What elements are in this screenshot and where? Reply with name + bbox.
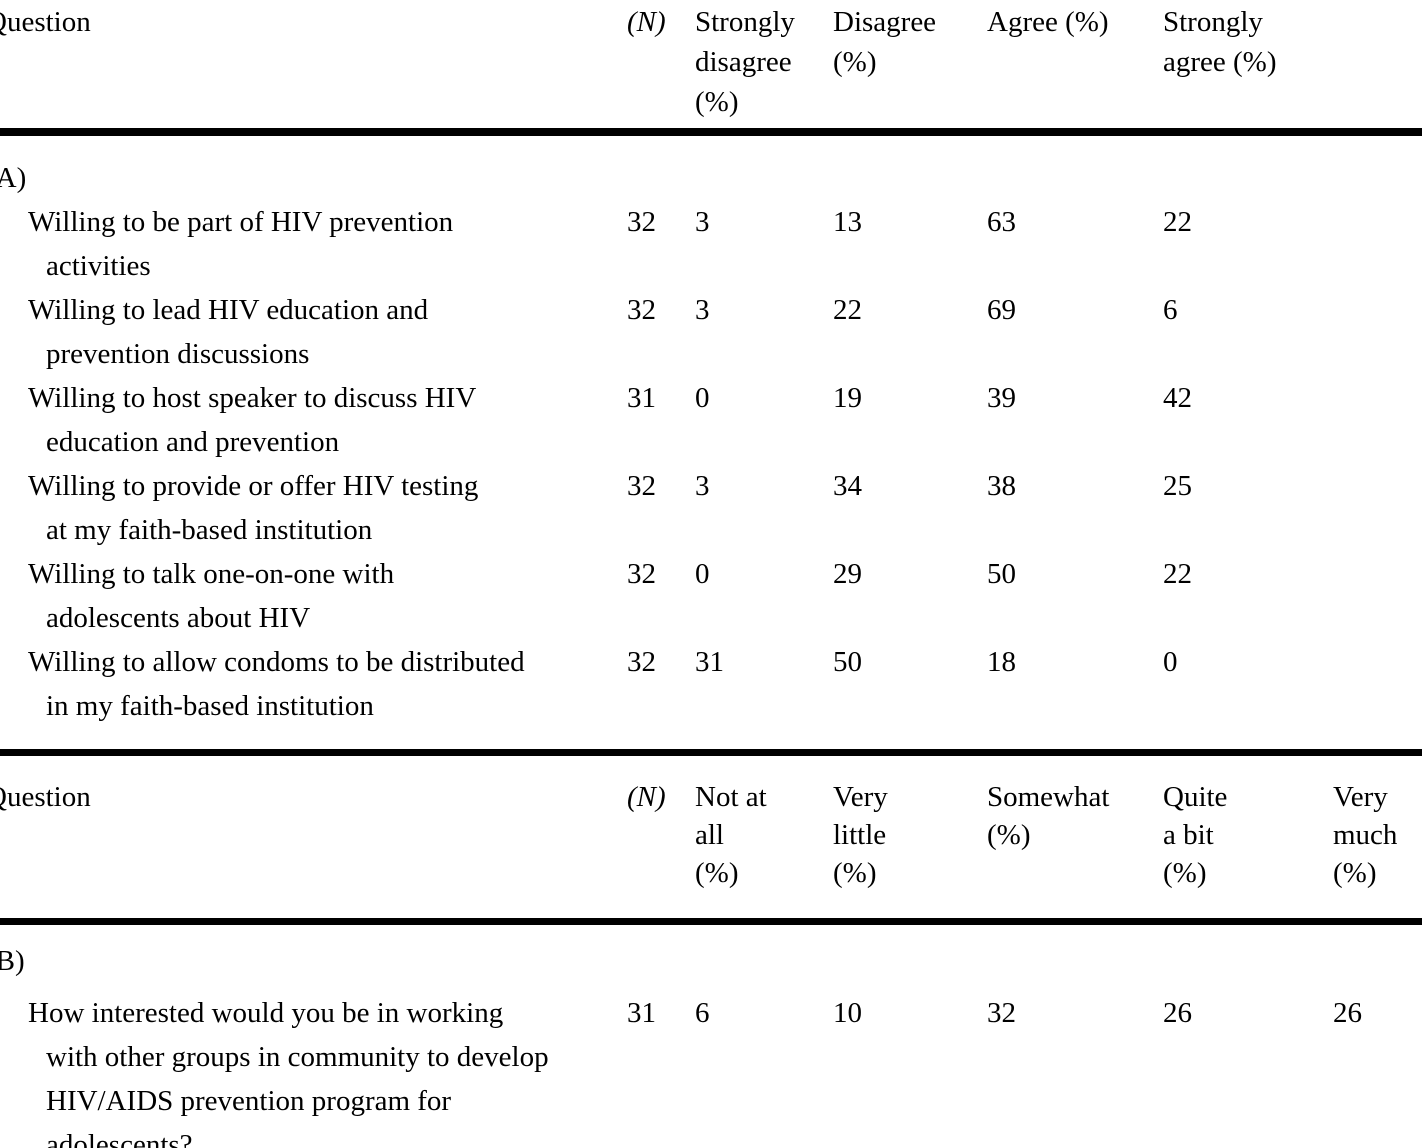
value-cell-empty [1333,200,1422,288]
value-cell: 69 [987,294,1016,326]
value-cell-empty [1333,376,1422,464]
table-b-header-quite-a-bit: Quite a bit (%) [1163,752,1333,925]
question-cell: Willing to provide or offer HIV testing … [28,470,479,546]
table-row: Willing to provide or offer HIV testing … [0,464,1422,552]
table-row: Willing to allow condoms to be distribut… [0,640,1422,728]
n-value: 31 [627,382,656,414]
value-cell: 6 [1163,294,1178,326]
table-a-header-agree: Agree (%) [987,0,1163,136]
value-cell: 6 [695,997,710,1029]
table-b-header-row: Question (N) Not at all (%) Very little … [0,752,1422,925]
question-cell: Willing to be part of HIV prevention act… [28,206,454,282]
table-b-header-very-little: Very little (%) [833,752,987,925]
table-row: Willing to be part of HIV prevention act… [0,200,1422,288]
value-cell: 26 [1333,997,1362,1029]
n-value: 32 [627,470,656,502]
section-a-label: (A) [0,162,27,194]
table-section-b: Question (N) Not at all (%) Very little … [0,749,1422,1148]
table-a-header-row: Question (N) Strongly disagree (%) Disag… [0,0,1422,136]
table-row: Willing to talk one-on-one with adolesce… [0,552,1422,640]
value-cell: 13 [833,206,862,238]
table-b-header-somewhat: Somewhat (%) [987,752,1163,925]
value-cell: 10 [833,997,862,1029]
section-b-label-row: (B) [0,922,1422,984]
question-cell: Willing to host speaker to discuss HIV e… [28,382,477,458]
table-row: Willing to host speaker to discuss HIV e… [0,376,1422,464]
n-value: 32 [627,294,656,326]
table-a-header-spacer [1333,0,1422,136]
value-cell: 0 [1163,646,1178,678]
value-cell: 32 [987,997,1016,1029]
table-b-header-question: Question [0,752,627,925]
value-cell: 22 [833,294,862,326]
table-b-header-n: (N) [627,752,695,925]
value-cell: 31 [695,646,724,678]
section-b-label: (B) [0,945,25,977]
value-cell: 25 [1163,470,1192,502]
table-row: How interested would you be in working w… [0,983,1422,1148]
value-cell: 38 [987,470,1016,502]
n-value: 31 [627,997,656,1029]
table-b-header-not-at-all: Not at all (%) [695,752,833,925]
value-cell: 34 [833,470,862,502]
value-cell: 29 [833,558,862,590]
value-cell-empty [1333,464,1422,552]
value-cell: 39 [987,382,1016,414]
table-a-header-n: (N) [627,0,695,136]
table-a-header-strongly-disagree: Strongly disagree (%) [695,0,833,136]
value-cell: 22 [1163,558,1192,590]
value-cell: 0 [695,382,710,414]
value-cell: 3 [695,294,710,326]
question-cell: Willing to talk one-on-one with adolesce… [28,558,395,634]
value-cell: 50 [987,558,1016,590]
value-cell-empty [1333,288,1422,376]
question-cell: How interested would you be in working w… [28,997,549,1148]
table-row: Willing to lead HIV education and preven… [0,288,1422,376]
value-cell: 3 [695,206,710,238]
n-value: 32 [627,206,656,238]
question-cell: Willing to lead HIV education and preven… [28,294,429,370]
n-value: 32 [627,558,656,590]
value-cell: 19 [833,382,862,414]
table-a-header-disagree: Disagree (%) [833,0,987,136]
value-cell: 22 [1163,206,1192,238]
value-cell: 26 [1163,997,1192,1029]
value-cell: 50 [833,646,862,678]
table-a-header-question: Question [0,0,627,136]
table-b-header-very-much: Very much (%) [1333,752,1422,925]
n-value: 32 [627,646,656,678]
table-section-a: Question (N) Strongly disagree (%) Disag… [0,0,1422,728]
table-a-header-strongly-agree: Strongly agree (%) [1163,0,1333,136]
value-cell: 42 [1163,382,1192,414]
value-cell-empty [1333,552,1422,640]
value-cell: 0 [695,558,710,590]
section-a-label-row: (A) [0,132,1422,200]
question-cell: Willing to allow condoms to be distribut… [28,646,525,722]
value-cell: 3 [695,470,710,502]
value-cell-empty [1333,640,1422,728]
value-cell: 63 [987,206,1016,238]
value-cell: 18 [987,646,1016,678]
